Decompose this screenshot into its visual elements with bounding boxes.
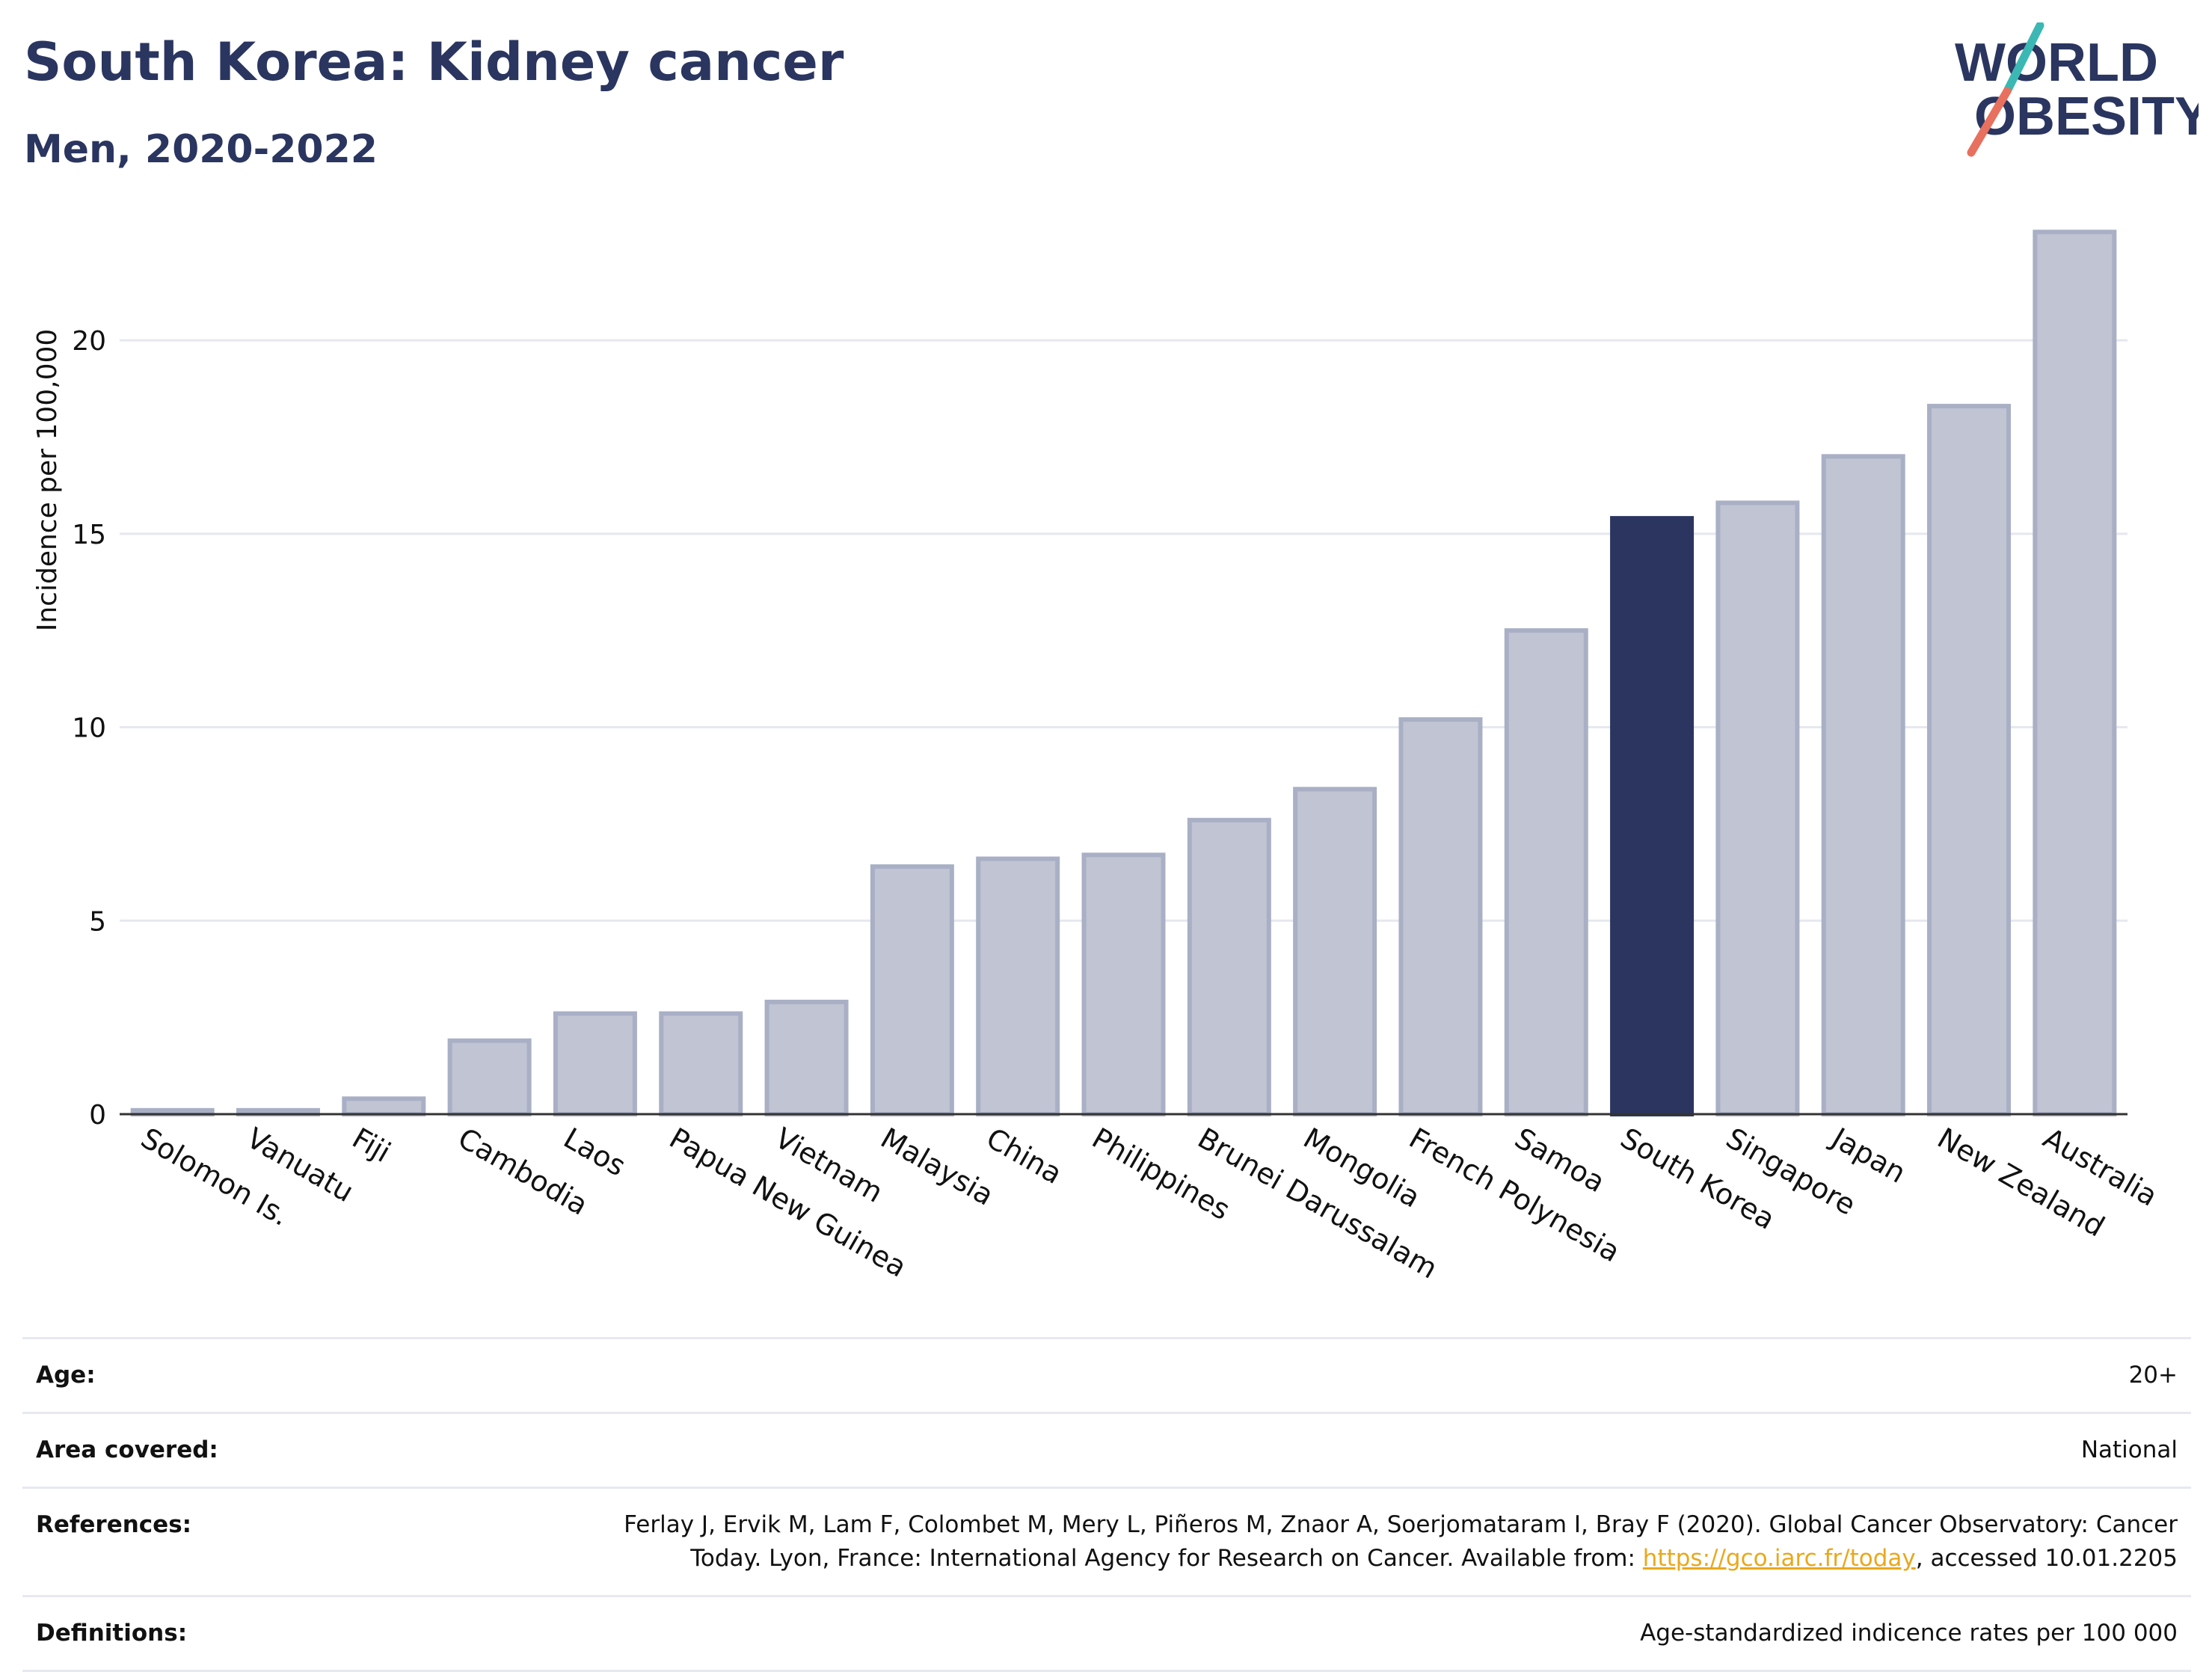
x-tick-label: Laos <box>558 1122 631 1183</box>
bar-china <box>976 856 1060 1116</box>
y-axis-ticks: 0 5 10 15 20 <box>72 326 106 1131</box>
logo-text-obesity: OBESITY <box>1974 87 2199 147</box>
info-label-area: Area covered: <box>22 1411 573 1488</box>
logo-text-world: WORLD <box>1955 33 2158 93</box>
reference-text-line2: Today. Lyon, France: International Agenc… <box>690 1544 1643 1572</box>
bar-mongolia <box>1293 787 1377 1116</box>
info-label-references: References: <box>22 1486 573 1596</box>
bar-singapore <box>1715 500 1800 1117</box>
info-value-definitions: Age-standardized indicence rates per 100… <box>573 1594 2191 1672</box>
bar-papua-new-guinea <box>659 1011 743 1117</box>
bar-philippines <box>1081 852 1166 1116</box>
y-tick-label: 15 <box>72 520 106 550</box>
bar-new-zealand <box>1927 404 2012 1116</box>
bar-samoa <box>1504 628 1588 1116</box>
reference-link[interactable]: https://gco.iarc.fr/today <box>1642 1544 1916 1572</box>
x-tick-label: Fiji <box>347 1122 396 1169</box>
info-label-age: Age: <box>22 1337 573 1413</box>
y-axis-label: Incidence per 100,000 <box>32 329 63 632</box>
x-tick-label: Malaysia <box>875 1122 999 1212</box>
info-table: Age: 20+ Area covered: National Referenc… <box>22 1337 2191 1672</box>
info-label-definitions: Definitions: <box>22 1594 573 1672</box>
bars <box>130 230 2117 1117</box>
reference-text-line2-end: , accessed 10.01.2205 <box>1915 1544 2178 1572</box>
bar-brunei-darussalam <box>1187 817 1271 1116</box>
y-tick-label: 5 <box>89 906 106 937</box>
logo-slash-coral <box>1967 87 2012 157</box>
bar-australia <box>2033 230 2117 1116</box>
reference-text-line1: Ferlay J, Ervik M, Lam F, Colombet M, Me… <box>624 1510 2178 1538</box>
info-value-age: 20+ <box>573 1337 2191 1413</box>
bar-laos <box>553 1011 637 1117</box>
info-row-references: References: Ferlay J, Ervik M, Lam F, Co… <box>22 1486 2191 1596</box>
y-tick-label: 20 <box>72 326 106 357</box>
bar-south-korea <box>1610 516 1695 1117</box>
bar-malaysia <box>870 864 954 1116</box>
info-value-references: Ferlay J, Ervik M, Lam F, Colombet M, Me… <box>573 1486 2191 1596</box>
bar-vietnam <box>764 999 849 1116</box>
bar-cambodia <box>447 1038 532 1116</box>
world-obesity-logo: WORLD OBESITY <box>1955 22 2199 157</box>
chart-title: South Korea: Kidney cancer <box>24 31 844 93</box>
logo-slash-teal <box>2003 22 2044 96</box>
chart-subtitle: Men, 2020-2022 <box>24 127 378 172</box>
info-row-age: Age: 20+ <box>22 1337 2191 1413</box>
info-row-definitions: Definitions: Age-standardized indicence … <box>22 1594 2191 1672</box>
bar-french-polynesia <box>1398 717 1483 1116</box>
bar-japan <box>1821 454 1905 1116</box>
y-tick-label: 10 <box>72 713 106 744</box>
bar-fiji <box>342 1096 426 1116</box>
y-tick-label: 0 <box>89 1100 106 1131</box>
info-row-area: Area covered: National <box>22 1411 2191 1488</box>
info-value-area: National <box>573 1411 2191 1488</box>
